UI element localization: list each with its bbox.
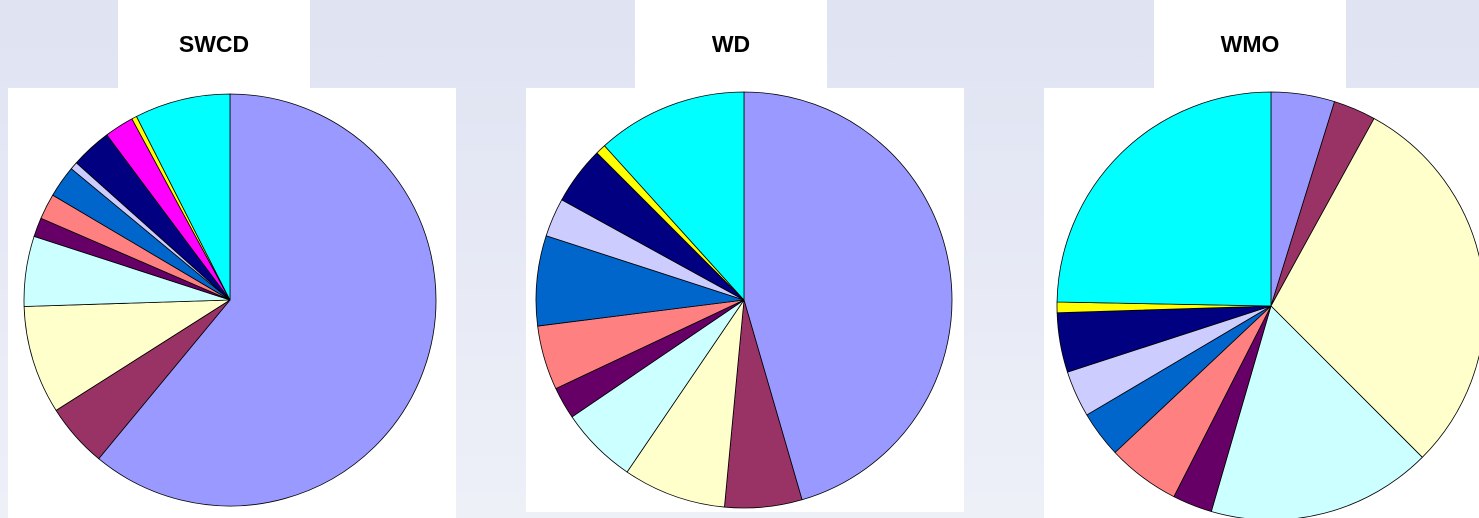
chart-title-text: WMO	[1220, 30, 1280, 57]
pie-panel-swcd	[8, 88, 456, 518]
chart-title-text: SWCD	[178, 30, 250, 57]
pie-slice-1	[98, 93, 437, 507]
chart-title-text: WD	[711, 30, 751, 57]
pie-panel-wd	[526, 88, 964, 512]
pie-slice-12	[136, 93, 231, 301]
pie-slice-3	[23, 299, 231, 411]
pie-slice-1	[743, 91, 953, 501]
pie-panel-wmo	[1044, 88, 1479, 518]
pie-slice-4	[1210, 305, 1423, 518]
pie-chart-wmo	[1056, 91, 1479, 518]
pie-slice-3	[626, 299, 745, 508]
chart-title-wd: WD	[635, 0, 827, 88]
chart-title-swcd: SWCD	[118, 0, 310, 88]
pie-slice-11	[604, 91, 745, 301]
pie-slice-3	[1270, 118, 1479, 458]
chart-title-wmo: WMO	[1154, 0, 1346, 88]
pie-chart-swcd	[23, 93, 437, 507]
pie-slice-11	[1056, 91, 1272, 307]
pie-chart-wd	[535, 91, 953, 509]
